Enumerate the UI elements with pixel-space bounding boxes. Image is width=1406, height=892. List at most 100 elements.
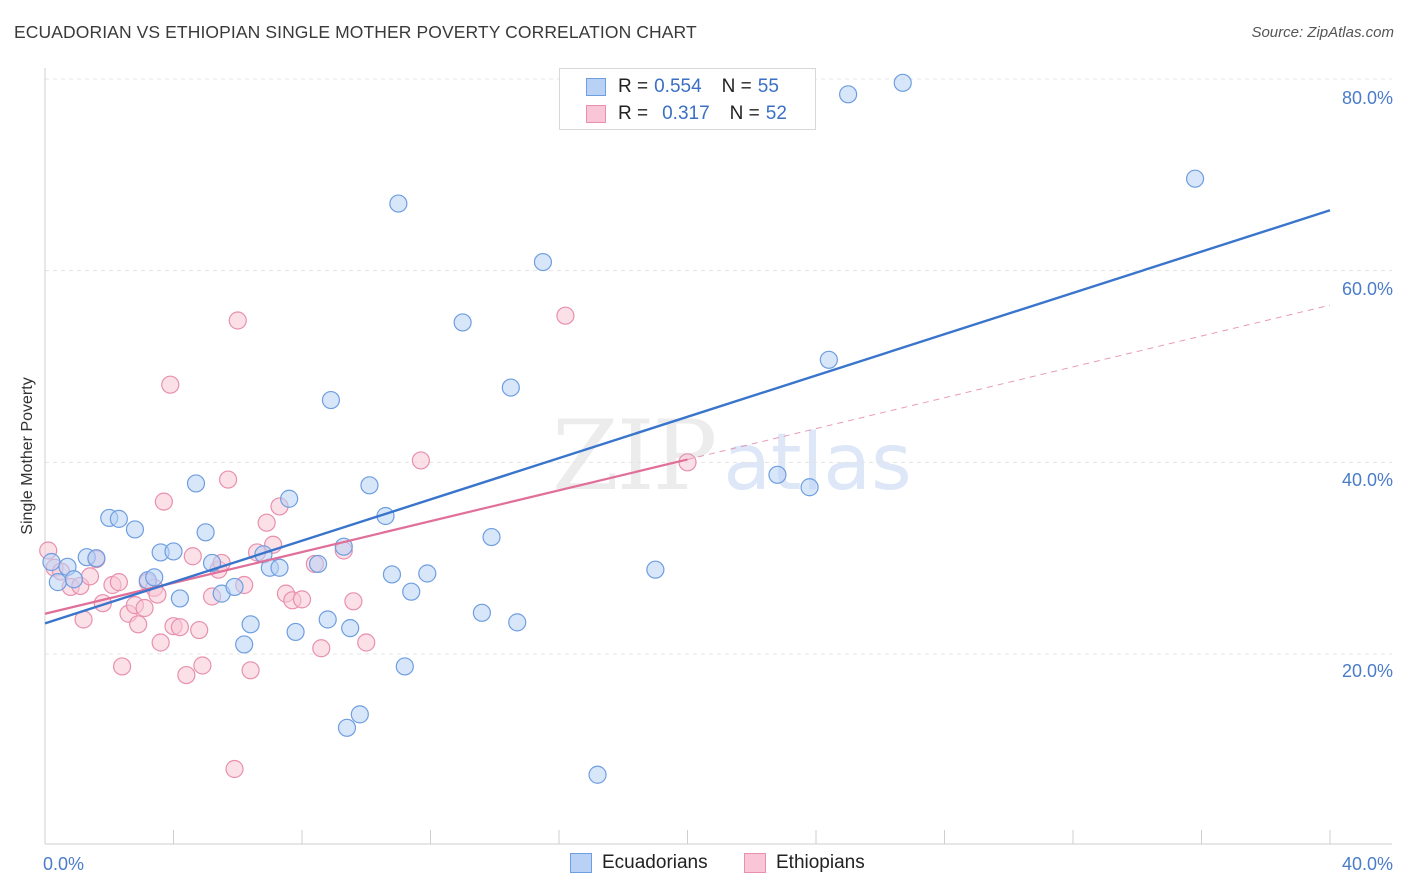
ecuadorians-point	[501, 378, 520, 397]
axis-layer	[44, 68, 1392, 845]
legend-n-label: N =	[729, 103, 760, 124]
ecuadorians-point	[308, 554, 328, 574]
ecuadorians-point	[453, 313, 472, 332]
ecuadorians-point	[280, 489, 299, 508]
ecuadorians-swatch	[586, 78, 606, 96]
legend-r-label: R =	[618, 103, 649, 124]
ecuadorians-point	[145, 568, 164, 587]
ecuadorians-point	[48, 573, 67, 592]
ethiopians-points	[39, 306, 697, 779]
ecuadorians-trend-line	[44, 209, 1331, 625]
ecuadorians-point	[170, 589, 190, 608]
ecuadorians-point	[395, 657, 414, 676]
y-tick-label-80: 80.0%	[1342, 88, 1393, 108]
ecuadorians-point	[646, 560, 665, 579]
ethiopians-point	[678, 453, 697, 472]
ethiopians-point	[154, 492, 173, 511]
ethiopians-point	[80, 567, 100, 586]
ecuadorians-points	[42, 73, 1205, 784]
ecuadorians-point	[588, 765, 607, 784]
ecuadorians-point	[389, 194, 408, 213]
ethiopians-point	[190, 620, 209, 640]
ecuadorians-point	[350, 705, 369, 724]
legend-item-label: Ecuadorians	[602, 852, 708, 873]
ethiopians-point	[135, 598, 154, 618]
legend-row-ethiopians: R = 0.317 N = 52	[586, 102, 787, 126]
ethiopians-legend-swatch	[744, 853, 766, 873]
ethiopians-trend-extension	[687, 304, 1331, 460]
ecuadorians-point	[508, 613, 527, 632]
legend-row-ecuadorians: R = 0.554 N = 55	[586, 75, 779, 99]
ecuadorians-point	[418, 564, 437, 583]
legend-box: R = 0.554 N = 55 R = 0.317 N = 52	[559, 68, 816, 130]
x-tick-label-max: 40.0%	[1342, 854, 1393, 874]
ecuadorians-point	[196, 523, 215, 542]
ethiopians-swatch	[586, 105, 606, 123]
legend-n-value: 52	[765, 103, 787, 124]
ethiopians-point	[112, 657, 132, 676]
ecuadorians-point	[225, 577, 244, 597]
ecuadorians-point	[800, 478, 819, 497]
ecuadorians-point	[382, 565, 402, 584]
ethiopians-point	[228, 311, 247, 330]
ecuadorians-point	[482, 527, 501, 547]
ecuadorians-point	[286, 622, 305, 642]
ecuadorians-point	[241, 615, 260, 634]
legend-item-ethiopians[interactable]: Ethiopians	[744, 852, 865, 874]
legend-r-value: 0.554	[654, 76, 702, 97]
ethiopians-point	[241, 661, 260, 680]
ethiopians-point	[183, 547, 202, 566]
ecuadorians-point	[164, 542, 183, 561]
ethiopians-point	[109, 573, 128, 592]
ecuadorians-point	[341, 619, 360, 638]
ethiopians-point	[411, 451, 430, 470]
ethiopians-point	[556, 306, 575, 325]
ecuadorians-point	[318, 610, 337, 629]
ethiopians-point	[161, 375, 180, 394]
ethiopians-point	[312, 639, 331, 658]
ecuadorians-legend-swatch	[570, 853, 592, 873]
ecuadorians-point	[337, 718, 357, 737]
ecuadorians-point	[533, 252, 553, 272]
legend-n-value: 55	[757, 76, 779, 97]
ethiopians-point	[357, 633, 376, 652]
legend-r-value: 0.317	[662, 103, 710, 124]
y-tick-label-40: 40.0%	[1342, 470, 1393, 490]
ecuadorians-point	[125, 520, 145, 539]
ethiopians-point	[225, 759, 244, 779]
ecuadorians-point	[321, 390, 341, 410]
ecuadorians-point	[42, 552, 61, 572]
trend-layer	[44, 209, 1331, 625]
legend-item-ecuadorians[interactable]: Ecuadorians	[570, 852, 708, 874]
ecuadorians-point	[819, 350, 838, 369]
ecuadorians-point	[360, 476, 379, 495]
chart-title: ECUADORIAN VS ETHIOPIAN SINGLE MOTHER PO…	[14, 22, 697, 42]
ecuadorians-point	[402, 582, 421, 601]
grid-layer	[45, 78, 1392, 655]
ethiopians-point	[170, 618, 190, 637]
ecuadorians-point	[64, 570, 84, 589]
ethiopians-point	[257, 513, 276, 532]
ecuadorians-point	[87, 549, 106, 568]
ecuadorians-point	[1185, 169, 1205, 188]
ethiopians-point	[193, 656, 212, 675]
ecuadorians-point	[839, 85, 858, 104]
source-label: Source: ZipAtlas.com	[1251, 24, 1394, 41]
y-tick-label-60: 60.0%	[1342, 279, 1393, 299]
ecuadorians-point	[893, 73, 912, 92]
ethiopians-point	[151, 633, 170, 652]
ethiopians-point	[177, 665, 196, 685]
legend-item-label: Ethiopians	[776, 852, 865, 873]
ecuadorians-point	[109, 509, 128, 528]
x-tick-label-min: 0.0%	[43, 854, 84, 874]
ecuadorians-point	[270, 558, 289, 577]
tick-label-layer: 0.0% 40.0% 20.0% 40.0% 60.0% 80.0%	[43, 88, 1393, 874]
ecuadorians-point	[235, 635, 254, 654]
legend-r-label: R =	[618, 76, 649, 97]
ecuadorians-point	[186, 474, 206, 493]
y-tick-label-20: 20.0%	[1342, 661, 1393, 681]
ethiopians-point	[129, 615, 148, 634]
ethiopians-point	[219, 470, 238, 489]
ecuadorians-point	[768, 465, 787, 484]
